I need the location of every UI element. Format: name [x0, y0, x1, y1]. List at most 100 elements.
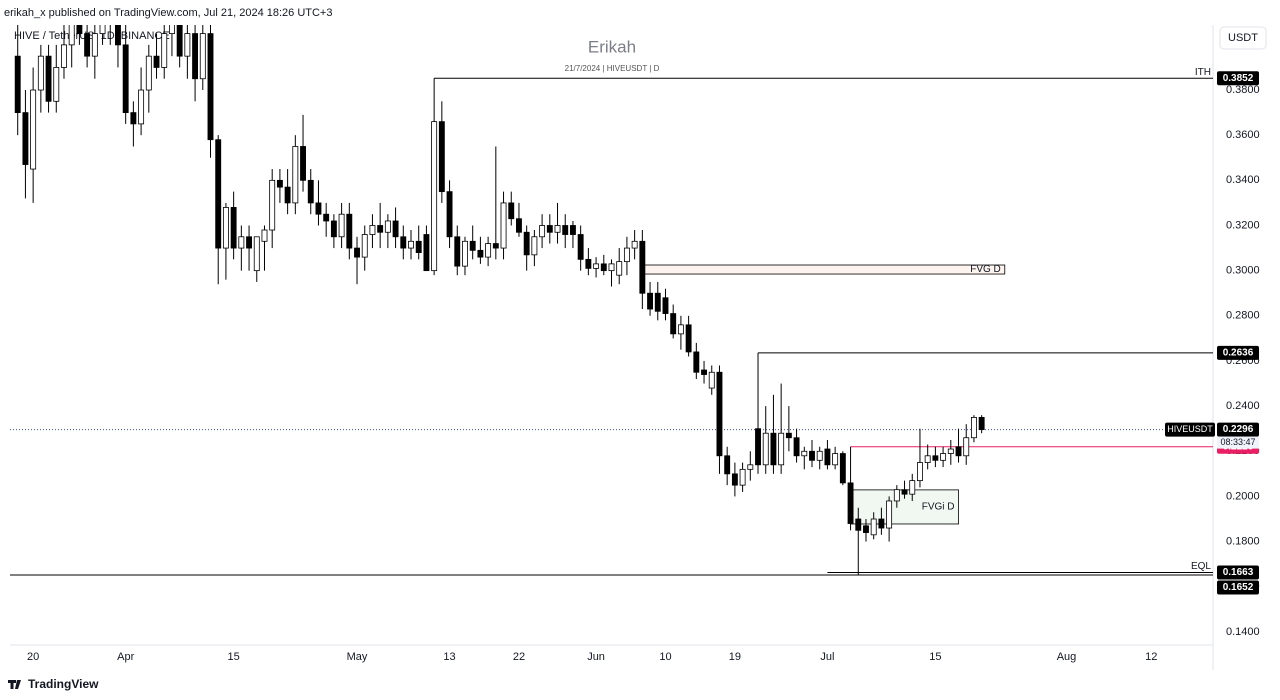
countdown-box [1217, 436, 1259, 449]
candle-body [361, 234, 368, 258]
candle-body [739, 468, 746, 486]
candle-body [30, 89, 37, 170]
candle-body [755, 428, 761, 466]
candle-body [68, 25, 75, 46]
level-price-box [1217, 565, 1259, 580]
candle-body [477, 249, 484, 258]
candle-body [801, 450, 808, 457]
candle-body [53, 67, 60, 102]
candle-body [138, 89, 145, 125]
level-price-label: 0.1652 [1223, 582, 1254, 593]
x-tick-label: 12 [1145, 651, 1157, 663]
x-tick-label: 22 [513, 651, 525, 663]
candle-body [623, 247, 630, 263]
x-tick-label: 15 [929, 651, 941, 663]
currency-button-label[interactable]: USDT [1228, 32, 1258, 44]
candle-body [61, 44, 67, 68]
candle-body [215, 139, 222, 249]
candle-body [816, 450, 823, 461]
symbol-title: HIVE / TetherUS, 1D, BINANCE [14, 30, 170, 42]
candle-body [924, 455, 931, 463]
currency-button[interactable] [1219, 26, 1267, 50]
candle-body [238, 236, 245, 249]
candle-body [261, 229, 268, 242]
candle-body [546, 225, 553, 233]
published-line: erikah_x published on TradingView.com, J… [4, 7, 332, 19]
level-price-label: 0.2636 [1223, 347, 1254, 358]
candle-body [469, 240, 476, 251]
candle-body [192, 33, 199, 80]
candle-body [315, 202, 322, 215]
zone-label: FVG D [970, 264, 1001, 275]
y-tick-label: 0.2800 [1226, 310, 1260, 322]
y-tick-label: 0.3200 [1226, 219, 1260, 231]
candle-body [886, 500, 893, 529]
candle-body [870, 518, 877, 536]
candle-body [832, 453, 839, 466]
candle-body [300, 146, 306, 181]
x-tick-label: 19 [729, 651, 741, 663]
candle-body [654, 292, 661, 312]
candle-body [785, 432, 792, 439]
x-tick-label: 20 [27, 651, 39, 663]
last-price-box [1217, 422, 1259, 437]
candle-body [516, 218, 522, 233]
countdown-label: 08:33:47 [1220, 437, 1255, 447]
y-tick-label: 0.2000 [1226, 490, 1260, 502]
candle-body [462, 240, 468, 267]
candle-body [893, 489, 900, 502]
x-tick-label: 15 [228, 651, 240, 663]
candle-body [99, 25, 106, 34]
candle-body [809, 450, 815, 461]
zone-label: FVGi D [922, 502, 955, 513]
candle-body [230, 207, 237, 249]
candle-body [909, 480, 916, 495]
candle-body [878, 518, 885, 529]
candle-body [168, 25, 175, 34]
candle-body [45, 55, 52, 102]
candle-body [222, 207, 229, 249]
axis-layer: 20 Apr 15 May 13 22 Jun 10 19 Jul 15 Aug 12 0.1400 0.1… [27, 67, 1260, 663]
candle-body [839, 453, 846, 484]
watermark: Erikah [588, 37, 636, 56]
x-tick-label: Aug [1057, 651, 1077, 663]
candle-body [145, 55, 152, 91]
level-price-box [1217, 345, 1259, 360]
candle-body [855, 518, 862, 531]
candle-body [577, 234, 584, 260]
candle-body [130, 112, 137, 125]
zone [641, 264, 1006, 275]
candle-body [716, 371, 723, 457]
candle-body [408, 240, 414, 249]
candle-body [253, 236, 260, 272]
candle-body [323, 213, 330, 222]
level-label: EQL [1191, 561, 1211, 572]
candle-body [677, 324, 684, 335]
candle-body [485, 243, 492, 258]
candle-body [955, 446, 962, 457]
candle-body [631, 240, 638, 249]
candle-body [431, 121, 438, 272]
last-symbol-label: HIVEUSDT [1167, 424, 1213, 434]
candle-body [932, 455, 939, 461]
candle-body [500, 202, 507, 249]
candle-body [539, 225, 546, 238]
x-tick-label: Apr [117, 651, 134, 663]
candle-body [693, 351, 700, 373]
level-price-box [1217, 580, 1259, 595]
candle-body [701, 369, 707, 375]
candle-body [662, 297, 669, 314]
level-label: ITH [1195, 67, 1211, 78]
y-tick-label: 0.1400 [1226, 626, 1260, 638]
candle-body [562, 225, 569, 235]
candle-body [608, 263, 615, 272]
candle-body [122, 44, 129, 114]
level-price-label: 0.1663 [1223, 567, 1254, 578]
candle-body [369, 225, 376, 235]
candle-body [585, 258, 592, 269]
candle-body [593, 263, 600, 269]
candle-body [639, 240, 646, 294]
candle-body [14, 55, 21, 114]
